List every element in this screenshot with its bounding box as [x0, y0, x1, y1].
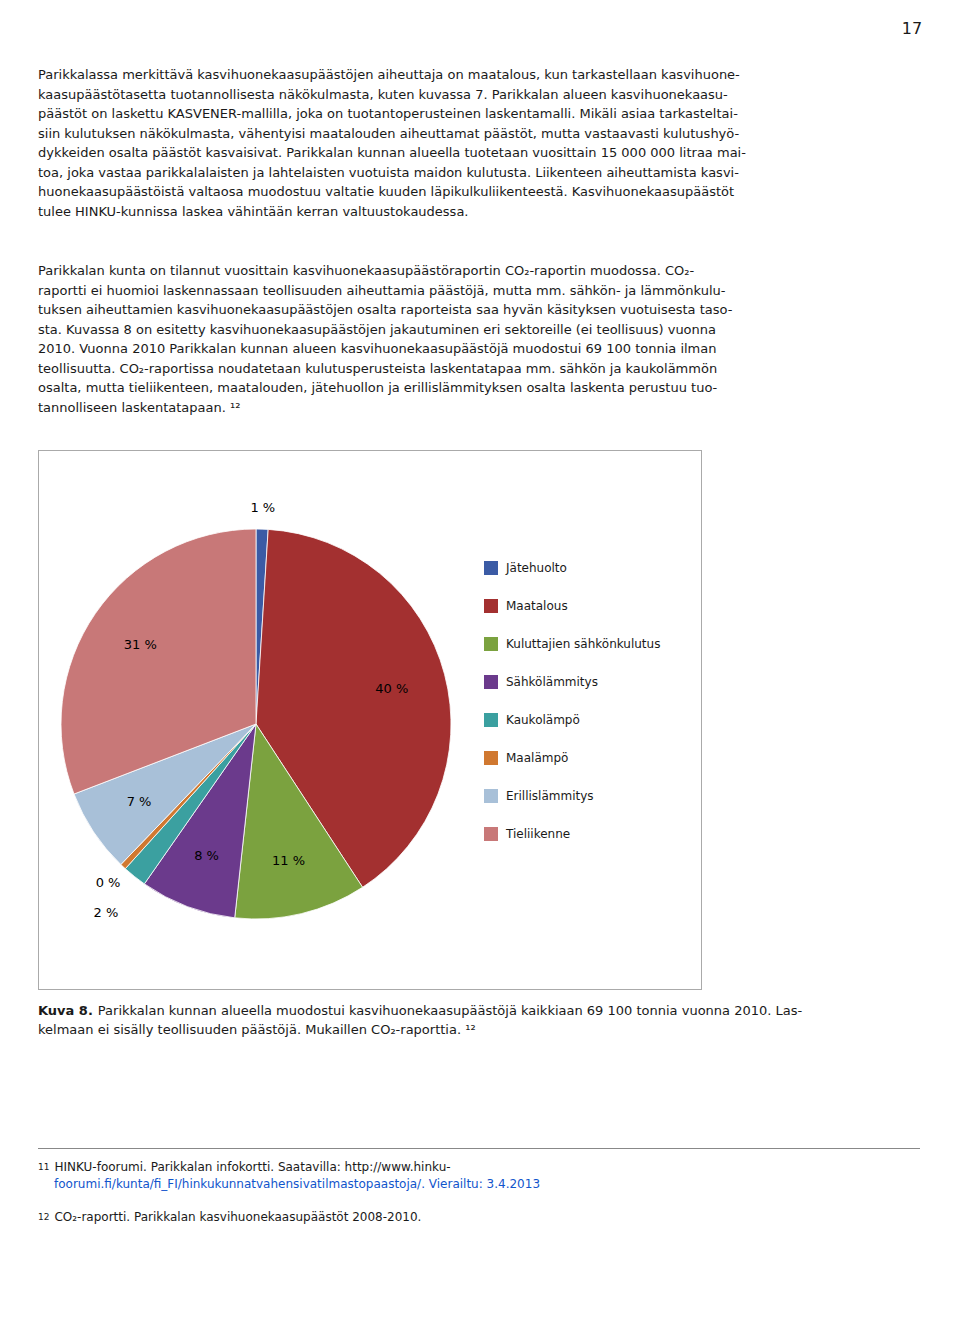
- html-text:kaasupäästötasetta tuotannolli: kaasupäästötasetta tuotannollisesta näkö…: [38, 86, 728, 102]
- html-text:siin kulutuksen näkökulmasta,: siin kulutuksen näkökulmasta, vähentyisi…: [38, 125, 740, 141]
- html-text:dykkeiden osalta päästöt kasva: dykkeiden osalta päästöt kasvaisivat. Pa…: [38, 145, 746, 160]
- html-text:Kuva 8. Parikkalan kunnan alue: Kuva 8. Parikkalan kunnan alueella muodo…: [38, 1003, 803, 1018]
- html-text:Jätehuolto: Jätehuolto: [506, 561, 567, 575]
- html-text:11 HINKU-foorumi. Parikkalan i: 11 HINKU-foorumi. Parikkalan infokortti.…: [38, 1160, 451, 1174]
- html-text:tannolliseen laskentatapaan. ¹: tannolliseen laskentatapaan. ¹²: [38, 399, 241, 415]
- html-text:teollisuutta. CO₂-raportissa n: teollisuutta. CO₂-raportissa noudatetaan…: [38, 360, 718, 376]
- svg-text:1 %: 1 %: [250, 500, 275, 515]
- html-text:Erillislämmitys: Erillislämmitys: [506, 789, 594, 803]
- html-text:Kuluttajien sähkönkulutus: Kuluttajien sähkönkulutus: [506, 637, 661, 651]
- svg-text:8 %: 8 %: [194, 848, 219, 863]
- html-text:tuksen aiheuttamien kasvihuone: tuksen aiheuttamien kasvihuonekaasupääst…: [38, 302, 733, 317]
- svg-text:2 %: 2 %: [94, 905, 119, 920]
- html-text:päästöt on laskettu KASVENER-m: päästöt on laskettu KASVENER-mallilla, j…: [38, 106, 738, 121]
- html-text:tulee HINKU-kunnissa laskea vä: tulee HINKU-kunnissa laskea vähintään ke…: [38, 203, 469, 219]
- html-text:huonekaasupäästöistä valtaosa: huonekaasupäästöistä valtaosa muodostuu …: [38, 184, 735, 199]
- html-text:sta. Kuvassa 8 on esitetty kas: sta. Kuvassa 8 on esitetty kasvihuonekaa…: [38, 321, 716, 337]
- html-text:foorumi.fi/kunta/fi_FI/hinkuku: foorumi.fi/kunta/fi_FI/hinkukunnatvahens…: [54, 1177, 540, 1191]
- html-text:Tieliikenne: Tieliikenne: [506, 827, 571, 841]
- html-text:kelmaan ei sisälly teollisuude: kelmaan ei sisälly teollisuuden päästöjä…: [38, 1022, 476, 1037]
- html-text:Parikkalassa merkittävä kasvih: Parikkalassa merkittävä kasvihuonekaasup…: [38, 67, 740, 82]
- svg-text:7 %: 7 %: [127, 794, 152, 809]
- html-text:17: 17: [901, 19, 923, 38]
- html-text:Parikkalan kunta on tilannut v: Parikkalan kunta on tilannut vuosittain …: [38, 263, 695, 278]
- html-text:raportti ei huomioi laskennass: raportti ei huomioi laskennassaan teolli…: [38, 282, 726, 298]
- html-text:toa, joka vastaa parikkalalais: toa, joka vastaa parikkalalaisten ja lah…: [38, 164, 739, 180]
- html-text:Maatalous: Maatalous: [506, 599, 568, 613]
- html-text:osalta, mutta tieliikenteen, m: osalta, mutta tieliikenteen, maatalouden…: [38, 380, 718, 395]
- svg-text:0 %: 0 %: [96, 875, 121, 890]
- html-text:2010. Vuonna 2010 Parikkalan k: 2010. Vuonna 2010 Parikkalan kunnan alue…: [38, 341, 717, 356]
- html-text:Maalämpö: Maalämpö: [506, 751, 569, 765]
- svg-text:40 %: 40 %: [375, 681, 408, 696]
- svg-text:11 %: 11 %: [272, 853, 305, 868]
- svg-text:31 %: 31 %: [124, 637, 157, 652]
- html-text:12 CO₂-raportti. Parikkalan ka: 12 CO₂-raportti. Parikkalan kasvihuoneka…: [38, 1210, 422, 1224]
- html-text:Kaukolämpö: Kaukolämpö: [506, 713, 580, 727]
- html-text:Sähkölämmitys: Sähkölämmitys: [506, 675, 598, 689]
